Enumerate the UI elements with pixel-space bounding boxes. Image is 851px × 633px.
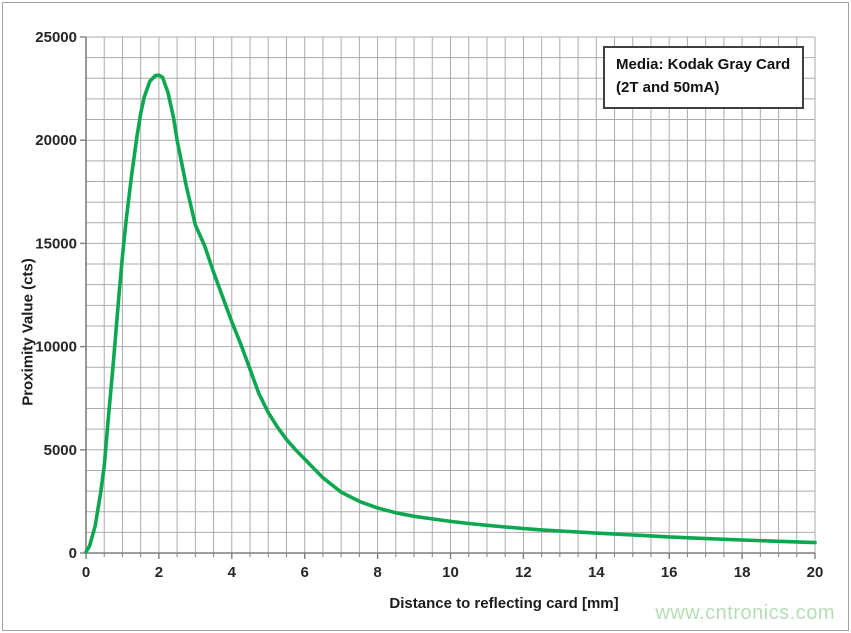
x-axis-title: Distance to reflecting card [mm] [389, 595, 619, 612]
y-tick-label: 15000 [35, 235, 77, 252]
annotation-line-1: Media: Kodak Gray Card [616, 56, 791, 73]
x-tick-label: 10 [442, 564, 459, 581]
media-annotation-box: Media: Kodak Gray Card (2T and 50mA) [603, 46, 804, 109]
x-tick-label: 4 [228, 564, 237, 581]
annotation-line-2: (2T and 50mA) [616, 79, 720, 96]
y-tick-label: 0 [69, 545, 77, 562]
x-tick-label: 14 [588, 564, 605, 581]
x-tick-label: 18 [734, 564, 751, 581]
x-tick-label: 8 [373, 564, 381, 581]
x-tick-label: 16 [661, 564, 678, 581]
x-tick-label: 6 [301, 564, 309, 581]
y-tick-label: 25000 [35, 29, 77, 46]
x-tick-label: 0 [82, 564, 90, 581]
y-tick-label: 10000 [35, 339, 77, 356]
y-tick-label: 5000 [44, 442, 77, 459]
x-tick-label: 2 [155, 564, 163, 581]
x-tick-label: 12 [515, 564, 532, 581]
y-axis-title: Proximity Value (cts) [19, 258, 37, 406]
proximity-curve [84, 73, 817, 554]
y-tick-label: 20000 [35, 132, 77, 149]
x-tick-label: 20 [807, 564, 824, 581]
watermark-text: www.cntronics.com [655, 602, 835, 624]
